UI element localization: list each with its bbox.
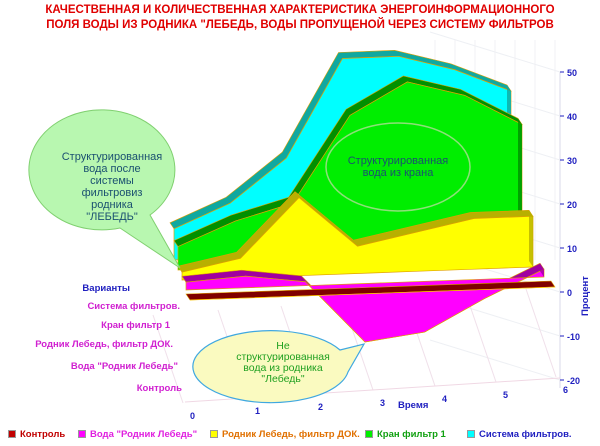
callout-left-text: родника [91,199,134,211]
legend-swatch [210,430,218,439]
callout-center-ellipse [325,122,471,212]
legend-item-rodnik-filtr: Родник Лебедь, фильтр ДОК. [210,429,360,440]
x-tick-label: 1 [255,406,260,416]
series-side [529,210,533,267]
legend-label: Система фильтров. [479,429,572,440]
depth-axis-title: Варианты [82,283,130,294]
callout-bottom-bubble [192,330,366,404]
gridline [465,293,497,383]
callout-center-text: вода из крана [363,167,435,179]
callout-center-text: Структурированная [348,155,449,167]
callout-bottom-text: "Лебедь" [261,373,304,385]
depth-label-rodnik-filtr: Родник Лебедь, фильтр ДОК. [35,339,173,350]
gridline [525,288,557,378]
callout-left-text: Структурированная [62,151,163,163]
callout-left-text: фильтровиз [82,187,143,199]
y-tick-label: 0 [567,288,572,298]
depth-label-voda-rodnik: Вода "Родник Лебедь" [70,361,178,372]
callout-left-bubble [28,109,181,269]
y-tick-label: 30 [567,156,577,166]
depth-label-kontrol: Контроль [136,383,182,394]
callout-left-text: "ЛЕБЕДЬ" [86,211,138,223]
gridline [429,339,561,381]
legend-item-sistema: Система фильтров. [467,429,572,440]
callout-bottom-text: вода из родника [243,362,323,374]
legend-label: Вода "Родник Лебедь" [90,429,198,440]
depth-label-sistema: Система фильтров. [87,301,180,312]
legend-swatch [365,430,373,439]
legend-item-kran: Кран фильтр 1 [365,429,446,440]
y-tick-label: -10 [567,332,580,342]
gridline [152,314,184,404]
series-0 [185,280,556,301]
callout-bottom-text: структурированная [236,351,330,363]
x-tick-label: 3 [380,398,385,408]
legend-item-voda-rodnik: Вода "Родник Лебедь" [78,429,197,440]
x-tick-label: 5 [503,390,508,400]
x-tick-label: 6 [563,385,568,395]
legend-label: Контроль [20,429,66,440]
y-tick-label: 50 [567,68,577,78]
legend-label: Родник Лебедь, фильтр ДОК. [222,429,360,440]
y-tick-label: 10 [567,244,577,254]
legend-swatch [467,430,475,439]
chart-title-line-2: ПОЛЯ ВОДЫ ИЗ РОДНИКА "ЛЕБЕДЬ, ВОДЫ ПРОПУ… [46,19,554,31]
callout-left-text: системы [90,175,134,187]
series-side [540,263,544,277]
y-tick-label: -20 [567,376,580,386]
series-1 [181,262,545,343]
chart-title: КАЧЕСТВЕННАЯ И КОЛИЧЕСТВЕННАЯ ХАРАКТЕРИС… [0,3,600,33]
callout-bottom-text: Не [276,340,290,352]
depth-label-kran: Кран фильтр 1 [101,320,170,331]
chart-title-line-1: КАЧЕСТВЕННАЯ И КОЛИЧЕСТВЕННАЯ ХАРАКТЕРИС… [45,4,555,16]
legend-swatch [78,430,86,439]
x-tick-label: 2 [318,402,323,412]
y-axis-title: Процент [580,276,591,316]
y-tick-label: 20 [567,200,577,210]
y-tick-label: 40 [567,112,577,122]
x-axis-title: Время [398,400,428,411]
legend-swatch [8,430,16,439]
legend-label: Кран фильтр 1 [377,429,446,440]
callout-left-text: вода после [83,163,140,175]
legend-item-kontrol: Контроль [8,429,65,440]
series-area [185,268,545,343]
x-tick-label: 4 [442,394,447,404]
x-tick-label: 0 [190,411,195,421]
